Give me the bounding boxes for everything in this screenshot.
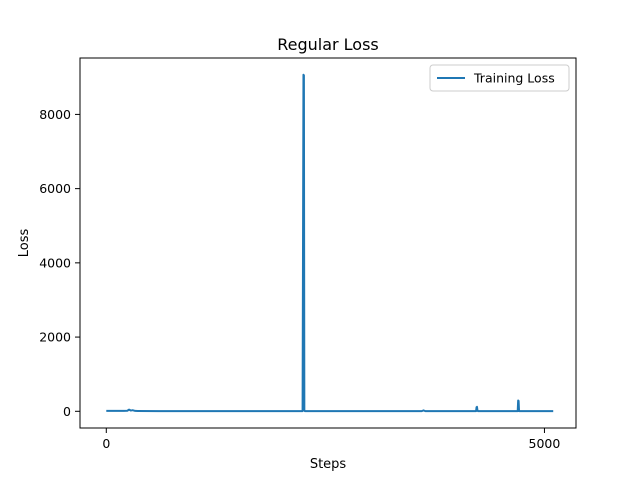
y-tick-label: 4000	[39, 255, 71, 270]
legend: Training Loss	[429, 64, 570, 92]
plot-area	[79, 57, 577, 429]
y-tick-label: 8000	[39, 107, 71, 122]
chart-title: Regular Loss	[277, 35, 379, 54]
y-axis-label: Loss	[17, 229, 32, 258]
y-tick-label: 0	[63, 404, 71, 419]
legend-label-training-loss: Training Loss	[473, 71, 555, 86]
x-axis-ticks: 0 5000	[102, 428, 560, 451]
plot-frame	[79, 57, 577, 429]
x-tick-label: 0	[102, 436, 110, 451]
legend-box	[429, 64, 570, 92]
y-tick-label: 6000	[39, 181, 71, 196]
series-layer	[106, 73, 554, 413]
series-line-0	[106, 73, 554, 413]
y-axis-ticks: 0 2000 4000 6000 8000	[39, 107, 80, 419]
y-tick-label: 2000	[39, 330, 71, 345]
x-tick-label: 5000	[529, 436, 561, 451]
x-axis-label: Steps	[310, 457, 347, 472]
